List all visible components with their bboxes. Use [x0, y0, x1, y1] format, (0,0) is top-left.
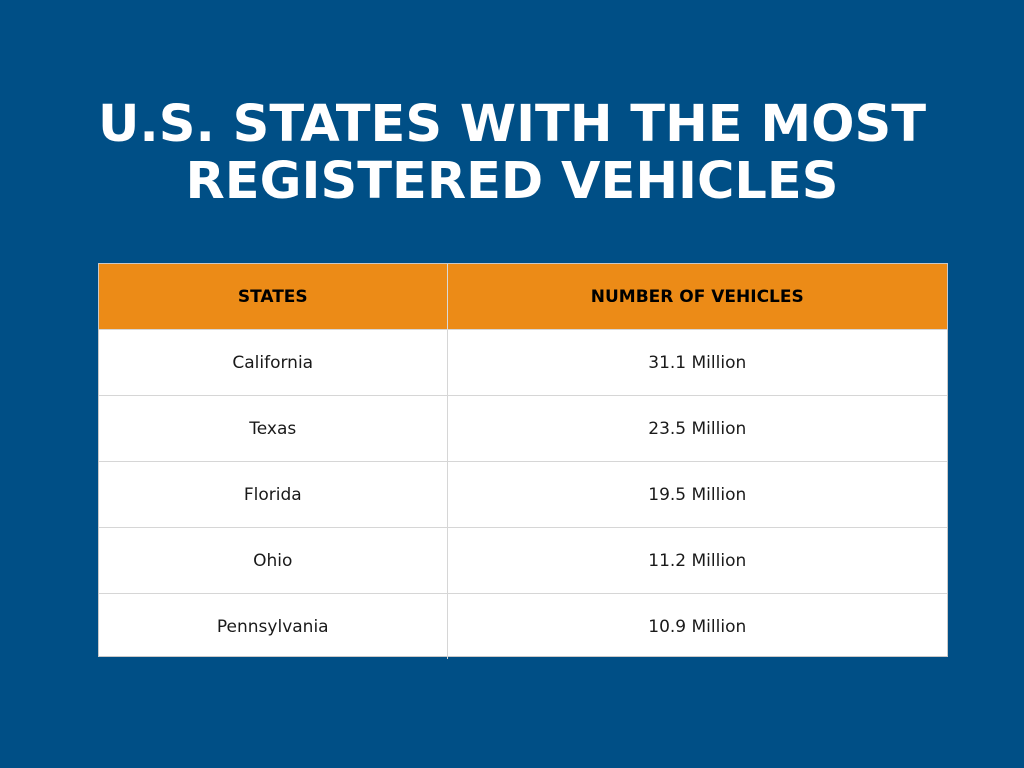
table-row: Texas 23.5 Million	[99, 395, 947, 462]
table-row: Florida 19.5 Million	[99, 461, 947, 528]
header-row: STATES NUMBER OF VEHICLES	[99, 264, 947, 330]
vehicles-table: STATES NUMBER OF VEHICLES California 31.…	[98, 263, 948, 659]
table-body: California 31.1 Million Texas 23.5 Milli…	[99, 329, 947, 659]
vehicles-cell: 11.2 Million	[447, 527, 947, 594]
data-table: STATES NUMBER OF VEHICLES California 31.…	[99, 264, 947, 659]
table-row: Pennsylvania 10.9 Million	[99, 593, 947, 659]
vehicles-cell: 23.5 Million	[447, 395, 947, 462]
state-cell: Texas	[99, 395, 448, 462]
state-cell: California	[99, 329, 448, 396]
state-cell: Ohio	[99, 527, 448, 594]
state-cell: Florida	[99, 461, 448, 528]
table-header: STATES NUMBER OF VEHICLES	[99, 264, 947, 330]
table-row: California 31.1 Million	[99, 329, 947, 396]
column-header-number-of-vehicles: NUMBER OF VEHICLES	[447, 264, 947, 330]
vehicles-cell: 10.9 Million	[447, 593, 947, 659]
title-line-1: U.S. STATES WITH THE MOST	[98, 95, 926, 154]
vehicles-cell: 19.5 Million	[447, 461, 947, 528]
title-line-2: REGISTERED VEHICLES	[185, 152, 839, 211]
column-header-states: STATES	[99, 264, 448, 330]
state-cell: Pennsylvania	[99, 593, 448, 659]
table-row: Ohio 11.2 Million	[99, 527, 947, 594]
vehicles-cell: 31.1 Million	[447, 329, 947, 396]
page-title: U.S. STATES WITH THE MOST REGISTERED VEH…	[0, 96, 1024, 210]
